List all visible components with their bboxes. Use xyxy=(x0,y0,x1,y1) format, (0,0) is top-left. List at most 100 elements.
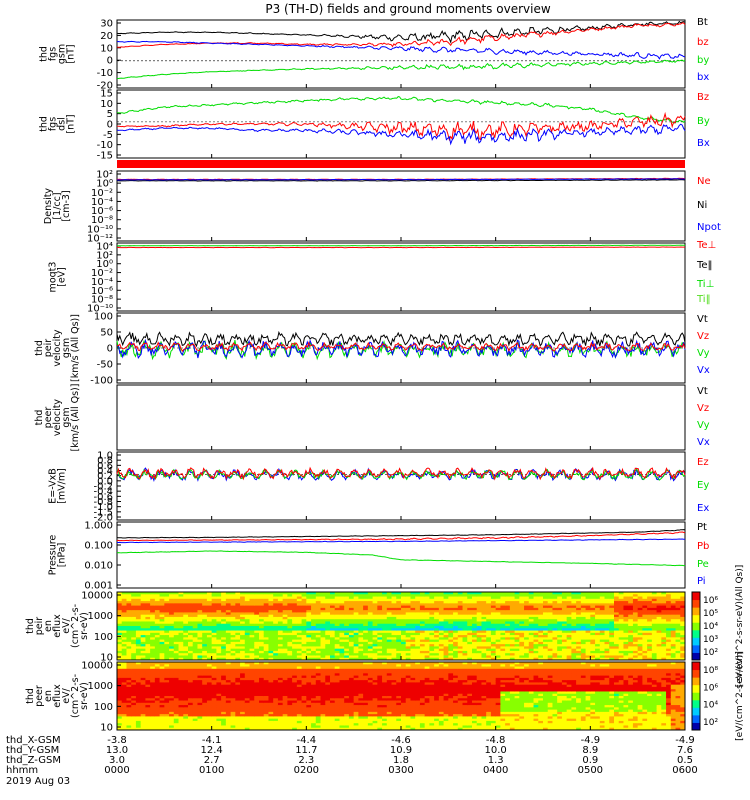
heatmap-cell xyxy=(367,592,374,595)
heatmap-cell xyxy=(296,632,303,636)
heatmap-cell xyxy=(282,671,288,674)
heatmap-cell xyxy=(500,623,506,627)
heatmap-cell xyxy=(202,639,208,643)
heatmap-cell xyxy=(528,610,535,613)
heatmap-cell xyxy=(571,644,577,647)
heatmap-cell xyxy=(259,680,265,683)
heatmap-cell xyxy=(424,639,430,643)
heatmap-cell xyxy=(410,628,416,632)
heatmap-cell xyxy=(585,628,591,632)
heatmap-cell xyxy=(453,655,459,659)
heatmap-cell xyxy=(211,657,217,661)
heatmap-cell xyxy=(566,637,572,641)
heatmap-cell xyxy=(244,637,251,641)
heatmap-cell xyxy=(524,603,530,607)
heatmap-cell xyxy=(135,725,142,729)
heatmap-cell xyxy=(547,657,553,661)
heatmap-cell xyxy=(595,657,601,661)
heatmap-cell xyxy=(202,705,208,708)
heatmap-cell xyxy=(268,682,274,686)
heatmap-cell xyxy=(566,603,572,607)
heatmap-cell xyxy=(254,716,260,720)
heatmap-cell xyxy=(538,596,544,600)
heatmap-cell xyxy=(230,684,236,688)
heatmap-cell xyxy=(169,705,175,708)
heatmap-cell xyxy=(287,619,293,622)
heatmap-cell xyxy=(353,592,359,595)
heatmap-cell xyxy=(661,605,667,609)
heatmap-cell xyxy=(410,603,416,607)
heatmap-cell xyxy=(211,621,217,625)
heatmap-cell xyxy=(670,603,677,607)
heatmap-cell xyxy=(188,711,194,715)
heatmap-cell xyxy=(367,605,374,609)
heatmap-cell xyxy=(320,646,326,650)
heatmap-cell xyxy=(675,592,681,595)
heatmap-cell xyxy=(334,635,340,638)
heatmap-cell xyxy=(580,628,587,632)
heatmap-cell xyxy=(183,630,189,634)
heatmap-cell xyxy=(632,614,639,618)
heatmap-cell xyxy=(552,641,558,645)
heatmap-cell xyxy=(524,601,530,604)
y-tick-label: 10⁻¹⁰ xyxy=(87,304,113,315)
heatmap-cell xyxy=(221,610,227,613)
heatmap-cell xyxy=(249,662,255,665)
heatmap-cell xyxy=(524,623,530,627)
heatmap-cell xyxy=(382,644,388,647)
heatmap-cell xyxy=(216,648,222,652)
heatmap-cell xyxy=(495,641,501,645)
heatmap-cell xyxy=(244,686,251,690)
heatmap-cell xyxy=(117,696,123,699)
heatmap-cell xyxy=(547,616,553,620)
heatmap-cell xyxy=(216,689,222,692)
heatmap-cell xyxy=(472,657,478,661)
heatmap-cell xyxy=(457,619,464,622)
heatmap-cell xyxy=(135,682,142,686)
heatmap-cell xyxy=(315,626,322,629)
heatmap-cell xyxy=(358,603,364,607)
heatmap-cell xyxy=(206,662,213,665)
heatmap-cell xyxy=(429,592,435,595)
heatmap-cell xyxy=(178,628,184,632)
heatmap-cell xyxy=(249,616,255,620)
heatmap-cell xyxy=(159,720,165,724)
heatmap-cell xyxy=(150,714,156,717)
heatmap-cell xyxy=(159,657,165,661)
heatmap-cell xyxy=(609,635,615,638)
heatmap-cell xyxy=(188,714,194,717)
heatmap-cell xyxy=(396,610,402,613)
heatmap-cell xyxy=(145,598,151,602)
heatmap-cell xyxy=(424,623,430,627)
y-tick-label: 10 xyxy=(100,653,113,664)
heatmap-cell xyxy=(263,711,269,715)
legend-entry: Vz xyxy=(697,331,709,342)
heatmap-cell xyxy=(495,605,501,609)
heatmap-cell xyxy=(462,619,468,622)
heatmap-cell xyxy=(150,707,156,711)
heatmap-cell xyxy=(524,648,530,652)
heatmap-cell xyxy=(249,705,255,708)
heatmap-cell xyxy=(330,632,336,636)
heatmap-cell xyxy=(188,607,194,611)
heatmap-cell xyxy=(680,657,686,661)
heatmap-cell xyxy=(642,616,648,620)
heatmap-cell xyxy=(448,641,454,645)
heatmap-cell xyxy=(140,709,146,713)
heatmap-cell xyxy=(524,592,530,595)
heatmap-cell xyxy=(599,614,606,618)
heatmap-cell xyxy=(533,621,539,625)
heatmap-cell xyxy=(372,601,378,604)
heatmap-cell xyxy=(419,646,426,650)
heatmap-cell xyxy=(348,614,355,618)
heatmap-cell xyxy=(145,653,151,656)
heatmap-cell xyxy=(268,619,274,622)
colorbar-label: [eV/(cm^2-s-sr-eV)(All Qs)] xyxy=(735,565,745,688)
heatmap-cell xyxy=(150,693,156,697)
heatmap-cell xyxy=(486,598,492,602)
heatmap-cell xyxy=(670,601,677,604)
heatmap-cell xyxy=(192,707,198,711)
heatmap-cell xyxy=(254,639,260,643)
heatmap-cell xyxy=(225,594,232,598)
heatmap-cell xyxy=(481,621,487,625)
